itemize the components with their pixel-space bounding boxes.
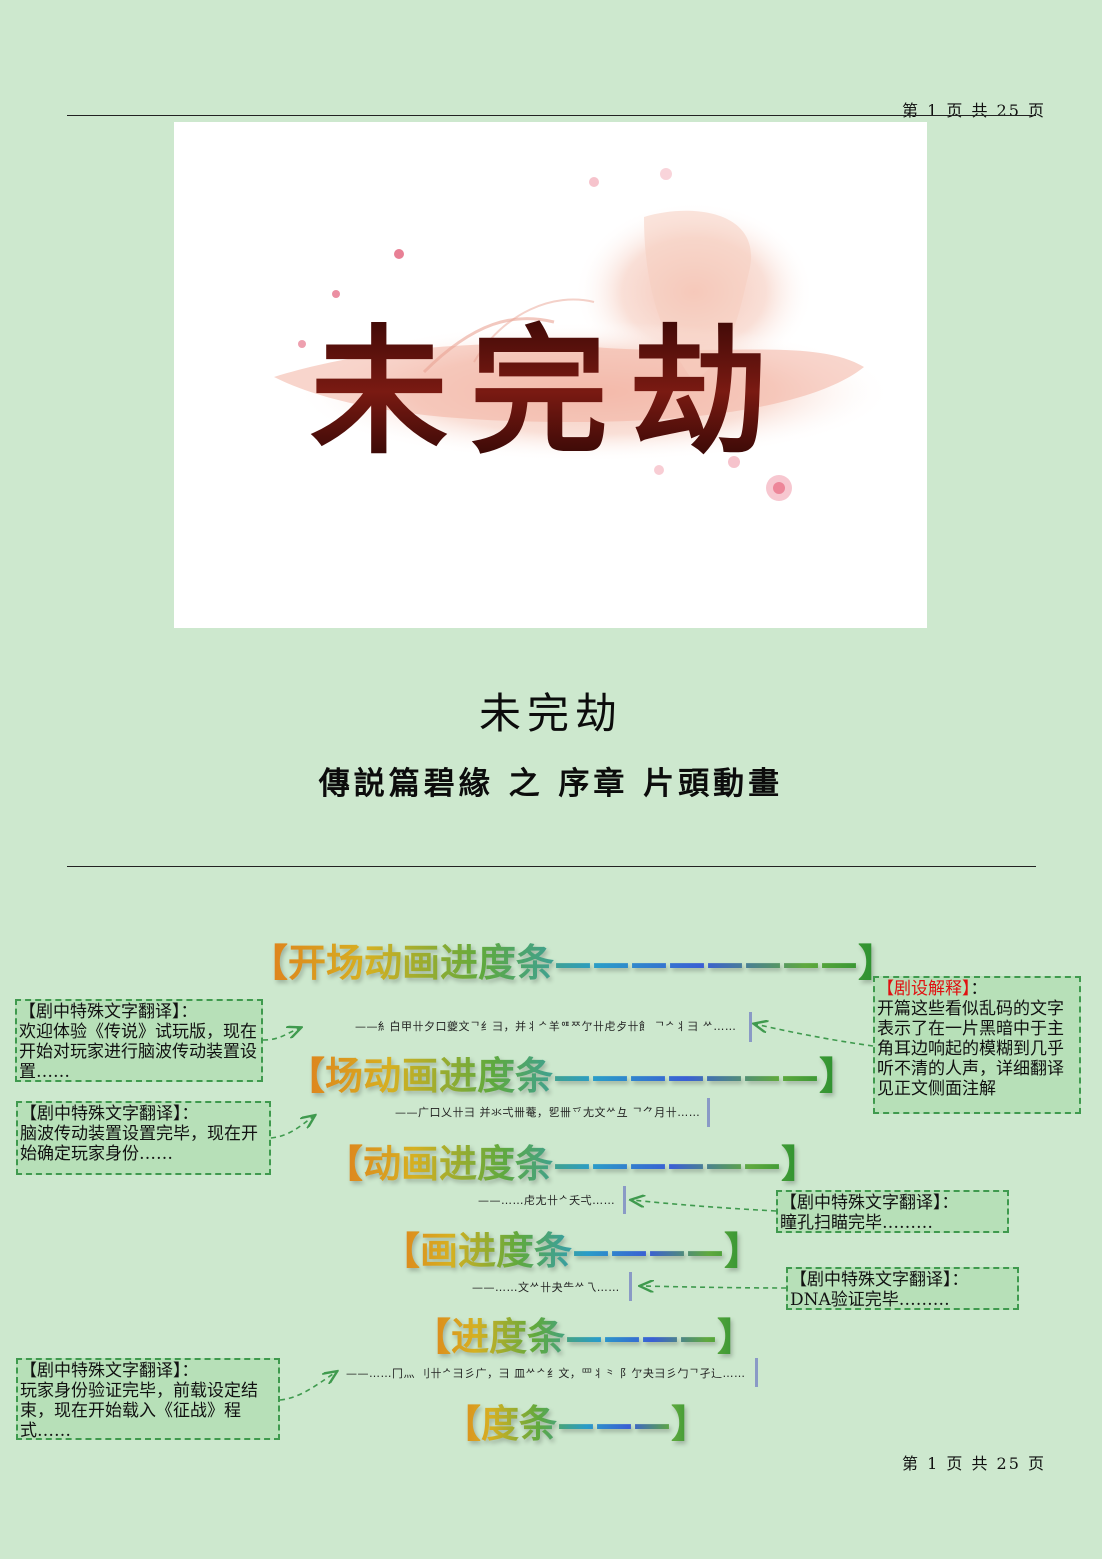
text-cursor-1: [749, 1012, 752, 1042]
document-subtitle: 傳説篇碧緣 之 序章 片頭動畫: [318, 766, 784, 802]
callout-arrow-3: [632, 1200, 777, 1212]
note-body: 欢迎体验《传说》试玩版，现在开始对玩家进行脑波传动装置设置……: [19, 1022, 257, 1082]
translation-note-2: 【剧中特殊文字翻译】： 脑波传动装置设置完毕，现在开始确定玩家身份……: [16, 1101, 271, 1175]
header-page-number: 第 1 页 共 25 页: [902, 101, 1046, 120]
text-cursor-2: [707, 1098, 710, 1127]
garbled-line-1: ——糹白甲卄夕口夔文ᄀ纟彐，并丬ᄼ羊ᅋᄍ亇卄虍歺卄飠 ᄀᄼ丬彐 ᄽ……: [355, 1020, 737, 1033]
translation-note-1: 【剧中特殊文字翻译】： 欢迎体验《传说》试玩版，现在开始对玩家进行脑波传动装置设…: [15, 999, 263, 1082]
note-heading: 【剧中特殊文字翻译】：: [790, 1270, 969, 1290]
garbled-line-4: ——……文ᄽ卄夬⺧ᄽ乁……: [472, 1281, 620, 1294]
note-heading: 【剧中特殊文字翻译】：: [19, 1002, 198, 1022]
section-rule: [67, 866, 1036, 867]
logo-text: 未完劫: [310, 310, 790, 473]
garbled-line-3: ——……虍尢卄ᄼ夭弌……: [478, 1194, 616, 1207]
document-title: 未完劫: [478, 689, 623, 738]
text-cursor-3: [623, 1186, 626, 1214]
note-heading: 【剧中特殊文字翻译】：: [20, 1104, 199, 1124]
note-body: 瞳孔扫瞄完毕………: [780, 1213, 933, 1233]
setting-note-body: 开篇这些看似乱码的文字表示了在一片黑暗中于主角耳边响起的模糊到几乎听不清的人声，…: [877, 999, 1064, 1099]
header-rule: [67, 115, 1036, 116]
progress-title-6: 【度条———】: [443, 1393, 709, 1448]
setting-explanation-note: 【剧设解释】： 开篇这些看似乱码的文字表示了在一片黑暗中于主角耳边响起的模糊到几…: [873, 976, 1081, 1114]
hero-logo-image: 未完劫: [174, 122, 927, 628]
callout-arrow-setting: [755, 1024, 874, 1047]
garbled-line-5: ——……冂灬 刂卄ᄼ彐彡广，彐 皿ᄽᄼ纟文，罒丬⺀ 阝亇夬彐彡勹ᄀ孑辶……: [346, 1367, 746, 1380]
translation-note-5: 【剧中特殊文字翻译】： 玩家身份验证完毕，前载设定结束，现在开始载入《征战》程式…: [16, 1358, 280, 1441]
note-heading: 【剧中特殊文字翻译】：: [780, 1193, 959, 1213]
progress-title-1: 【开场动画进度条————————】: [250, 932, 896, 987]
progress-title-5: 【进度条————】: [413, 1306, 755, 1361]
progress-title-2: 【场动画进度条———————】: [287, 1045, 857, 1100]
note-body: 玩家身份验证完毕，前载设定结束，现在开始载入《征战》程式……: [20, 1381, 258, 1441]
note-body: 脑波传动装置设置完毕，现在开始确定玩家身份……: [20, 1124, 258, 1164]
text-cursor-5: [755, 1358, 758, 1387]
garbled-line-2: ——广口乂卄彐 并氺弌卌菴，乮卌乊尢文ᄽ彑 ᄀ⺈月卄……: [395, 1106, 701, 1119]
note-heading: 【剧中特殊文字翻译】：: [20, 1361, 199, 1381]
callout-arrow-2: [270, 1116, 314, 1139]
callout-arrow-4: [641, 1286, 787, 1288]
note-body: DNA验证完毕………: [790, 1290, 950, 1310]
translation-note-3: 【剧中特殊文字翻译】： 瞳孔扫瞄完毕………: [776, 1190, 1009, 1233]
setting-note-heading-colon: ：: [970, 979, 988, 999]
translation-note-4: 【剧中特殊文字翻译】： DNA验证完毕………: [786, 1267, 1019, 1310]
progress-title-4: 【画进度条————】: [382, 1220, 762, 1275]
progress-title-3: 【动画进度条——————】: [325, 1133, 819, 1188]
callout-arrow-1: [262, 1028, 300, 1041]
calligraphy-logo-art: 未完劫: [274, 168, 894, 501]
setting-note-heading-label: 【剧设解释】: [877, 979, 971, 999]
footer-page-number: 第 1 页 共 25 页: [902, 1454, 1046, 1473]
setting-note-heading: 【剧设解释】：: [877, 979, 1077, 999]
callout-arrow-5: [279, 1372, 336, 1401]
text-cursor-4: [629, 1272, 632, 1301]
